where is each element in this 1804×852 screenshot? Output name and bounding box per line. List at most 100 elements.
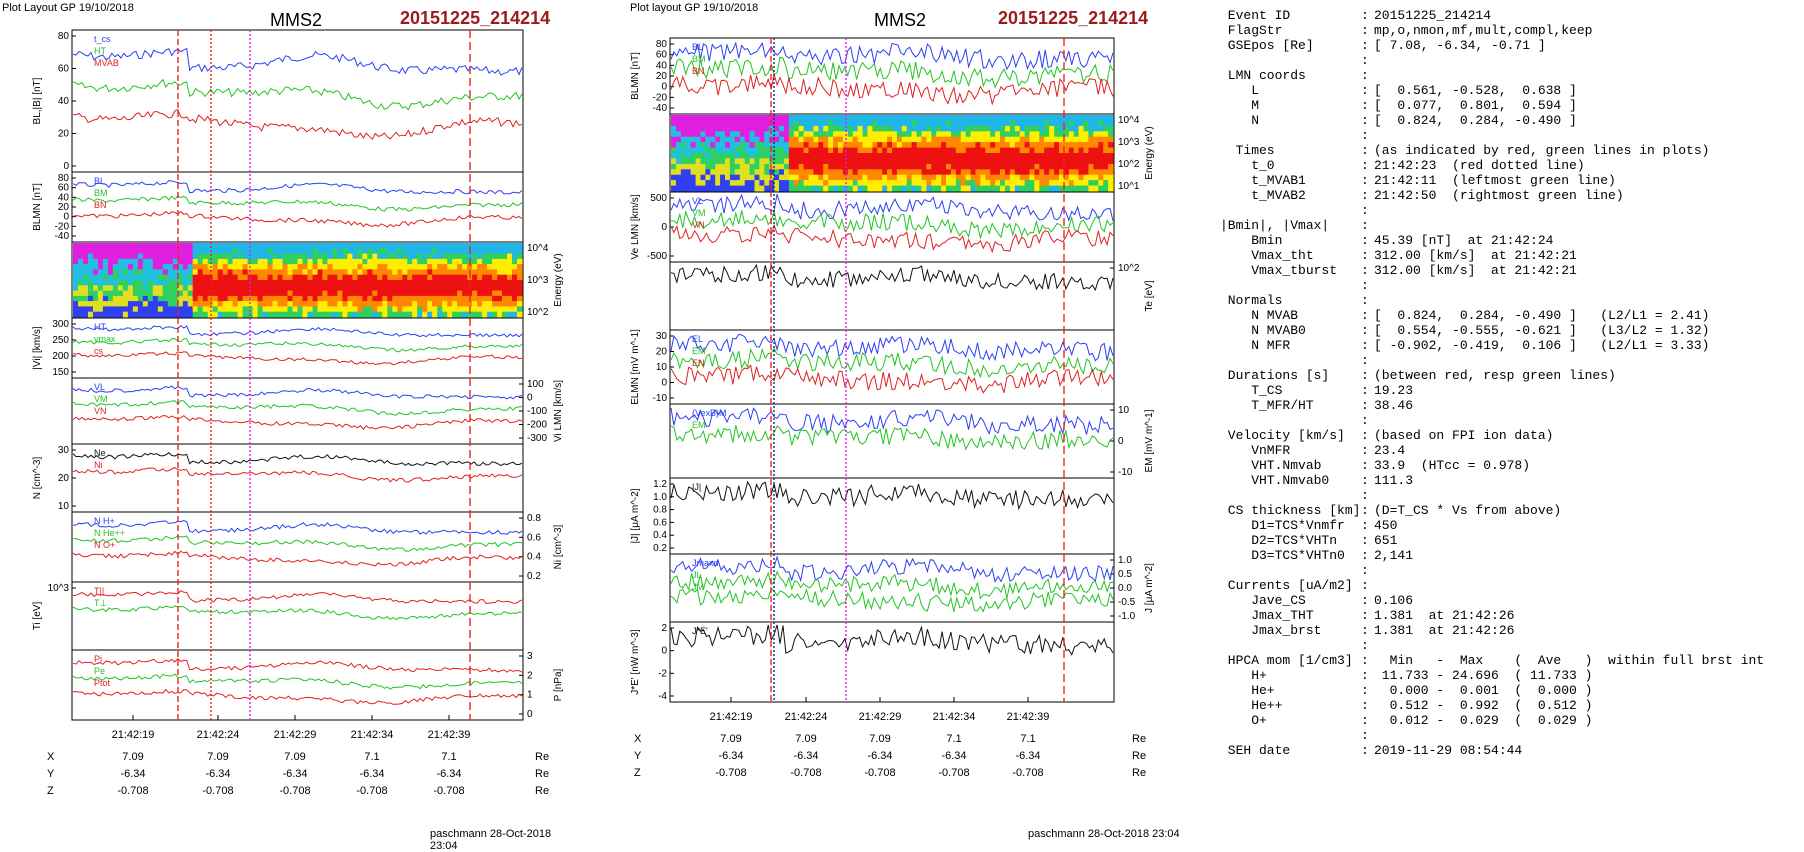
spectrogram-cell [417,311,423,318]
spectrogram-cell [960,136,967,143]
spectrogram-cell [437,290,443,297]
spectrogram-cell [157,280,164,286]
spectrogram-cell [457,306,463,313]
spectrogram-cell [720,153,726,159]
spectrogram-cell [187,290,194,297]
spectrogram-cell [710,158,716,165]
spectrogram-cell [823,147,829,154]
spectrogram-cell [941,174,947,181]
spectrogram-cell [784,120,790,127]
spectrogram-cell [793,131,800,138]
spectrogram-cell [1014,185,1021,192]
spectrogram-cell [427,285,433,292]
spectrogram-cell [122,295,129,302]
spectrogram-cell [1014,136,1021,143]
spectrogram-cell [367,253,373,260]
info-colon: : [1361,38,1369,53]
info-colon: : [1361,428,1369,443]
spectrogram-cell [744,147,751,154]
spectrogram-cell [202,253,209,260]
spectrogram-cell [422,248,428,255]
info-value: [ 0.077, 0.801, 0.594 ] [1374,98,1577,113]
spectrogram-cell [1088,142,1094,149]
spectrogram-cell [93,248,99,255]
spectrogram-cell [457,258,463,265]
spectrogram-cell [332,253,338,260]
spectrogram-cell [715,153,721,159]
spectrogram-cell [182,311,189,318]
spectrogram-cell [975,115,981,121]
spectrogram-cell [960,142,967,149]
spectrogram-cell [1108,115,1114,121]
info-colon: : [1361,323,1369,338]
spectrogram-cell [1068,174,1075,181]
spectrogram-cell [1068,120,1075,127]
spectrogram-cell [147,243,154,249]
spectrogram-cell [122,306,129,313]
spectrogram-cell [492,311,498,318]
spectrogram-cell [227,258,234,265]
info-key: He+ [1220,683,1275,698]
spectrogram-cell [1000,125,1006,132]
spectrogram-cell [729,115,736,121]
spectrogram-cell [1093,125,1099,132]
spectrogram-cell [1078,180,1085,187]
spectrogram-cell [720,115,726,121]
spectrogram-cell [452,264,458,270]
layout-note: Plot layout GP 19/10/2018 [630,2,759,14]
spectrogram-cell [774,180,780,187]
spectrogram-cell [197,274,204,281]
spectrogram-cell [1083,158,1089,165]
spectrogram-cell [1019,120,1026,127]
axis-label: Te [eV] [1144,280,1155,311]
spectrogram-cell [828,147,834,154]
spectrogram-cell [813,147,819,154]
spectrogram-cell [117,274,124,281]
spectrogram-cell [1034,163,1040,170]
spectrogram-cell [182,295,189,302]
spectrogram-cell [965,115,972,121]
spectrogram-cell [955,136,962,143]
spectrogram-cell [784,158,790,165]
spectrogram-cell [675,142,682,149]
spectrogram-cell [157,274,164,281]
spectrogram-cell [372,311,378,318]
spectrogram-cell [247,306,254,313]
spectrogram-cell [417,285,423,292]
spectrogram-cell [769,120,775,127]
spectrogram-cell [725,136,731,143]
series-line [72,688,523,705]
spectrogram-cell [774,136,780,143]
spectrogram-cell [337,285,343,292]
spectrogram-cell [482,285,488,292]
spectrogram-cell [162,290,169,297]
spectrogram-cell [112,280,119,286]
spectrogram-cell [292,258,299,265]
spectrogram-cell [1063,142,1070,149]
spectrogram-cell [798,120,805,127]
spectrogram-cell [322,306,328,313]
spectrogram-cell [700,136,706,143]
spectrogram-cell [177,269,184,276]
spectrogram-cell [492,264,498,270]
spectrogram-cell [1009,131,1016,138]
spectrogram-cell [202,311,209,318]
spectrogram-cell [680,131,687,138]
legend-label: cs [94,346,104,356]
spectrogram-cell [1098,185,1104,192]
spectrogram-cell [142,285,149,292]
spectrogram-cell [73,258,79,265]
spectrogram-cell [277,269,284,276]
spectrogram-cell [182,290,189,297]
spectrogram-cell [921,185,927,192]
spectrogram-cell [990,142,996,149]
spectrogram-cell [362,306,368,313]
ytick-label: 3 [527,651,533,662]
spectrogram-cell [137,264,144,270]
spectrogram-cell [931,153,937,159]
spectrogram-cell [685,169,692,176]
spectrogram-cell [867,142,873,149]
spectrogram-cell [1103,120,1109,127]
spectrogram-cell [1098,153,1104,159]
spectrogram-cell [417,301,423,307]
